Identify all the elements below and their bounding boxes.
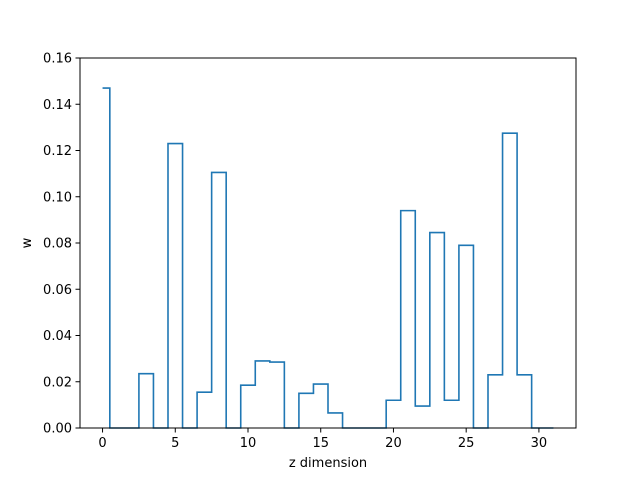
x-tick-label: 5 bbox=[171, 436, 179, 451]
plot-frame bbox=[79, 57, 577, 429]
y-tick-label: 0.02 bbox=[43, 375, 72, 390]
y-tick-label: 0.14 bbox=[43, 98, 72, 113]
x-tick-label: 15 bbox=[312, 436, 329, 451]
y-tick-label: 0.08 bbox=[43, 237, 72, 252]
x-tick-label: 25 bbox=[458, 436, 475, 451]
y-tick-label: 0.12 bbox=[43, 144, 72, 159]
x-axis-label: z dimension bbox=[289, 456, 367, 471]
x-tick-label: 20 bbox=[385, 436, 402, 451]
x-tick-label: 0 bbox=[98, 436, 106, 451]
y-tick-label: 0.06 bbox=[43, 283, 72, 298]
y-axis-ticks: 0.00 0.02 0.04 0.06 0.08 0.10 0.12 0.14 0.16 bbox=[43, 52, 80, 437]
x-tick-label: 30 bbox=[531, 436, 548, 451]
y-tick-label: 0.10 bbox=[43, 190, 72, 205]
y-axis-label: w bbox=[20, 237, 35, 248]
y-tick-label: 0.00 bbox=[43, 422, 72, 437]
y-tick-label: 0.16 bbox=[43, 52, 72, 67]
x-axis-ticks: 0 5 10 15 20 25 30 bbox=[98, 428, 547, 451]
y-tick-label: 0.04 bbox=[43, 329, 72, 344]
x-tick-label: 10 bbox=[240, 436, 257, 451]
